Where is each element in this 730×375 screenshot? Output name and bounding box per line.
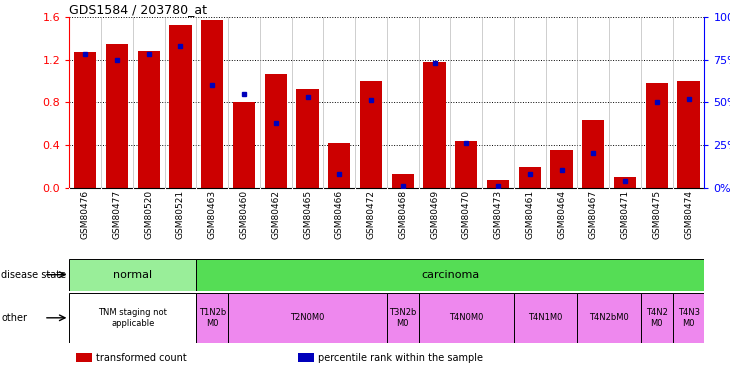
Text: GSM80467: GSM80467 [589,190,598,239]
Bar [298,353,314,362]
Text: GSM80477: GSM80477 [112,190,121,239]
Text: GSM80469: GSM80469 [430,190,439,239]
Text: T4N0M0: T4N0M0 [449,313,483,322]
Bar [672,292,704,343]
Bar [196,292,228,343]
Text: T2N0M0: T2N0M0 [291,313,325,322]
Text: percentile rank within the sample: percentile rank within the sample [318,352,483,363]
Text: T4N2bM0: T4N2bM0 [589,313,629,322]
Text: GSM80466: GSM80466 [335,190,344,239]
Bar [74,52,96,188]
Text: carcinoma: carcinoma [421,270,480,280]
Bar [577,292,641,343]
Text: transformed count: transformed count [96,352,187,363]
Bar [265,75,287,188]
Text: GSM80520: GSM80520 [145,190,153,239]
Bar [614,177,636,188]
Bar [456,141,477,188]
Text: GSM80521: GSM80521 [176,190,185,239]
Bar [387,292,419,343]
Text: GSM80476: GSM80476 [81,190,90,239]
Bar [360,81,382,188]
Bar [233,102,255,188]
Text: TNM staging not
applicable: TNM staging not applicable [99,308,167,327]
Text: disease state: disease state [1,270,66,280]
Text: GSM80465: GSM80465 [303,190,312,239]
Bar [677,81,699,188]
Text: T4N3
M0: T4N3 M0 [677,308,699,327]
Text: T4N2
M0: T4N2 M0 [646,308,668,327]
Bar [423,62,445,188]
Text: GSM80463: GSM80463 [208,190,217,239]
Bar [201,20,223,188]
Bar [419,292,514,343]
Text: GSM80464: GSM80464 [557,190,566,238]
Bar [550,150,572,188]
Text: GSM80468: GSM80468 [399,190,407,239]
Text: T3N2b
M0: T3N2b M0 [389,308,416,327]
Text: T4N1M0: T4N1M0 [529,313,563,322]
Bar [296,89,318,188]
Bar [228,292,387,343]
Bar [328,143,350,188]
Text: normal: normal [113,270,153,280]
Text: GSM80470: GSM80470 [462,190,471,239]
Text: GSM80460: GSM80460 [239,190,248,239]
Text: GSM80474: GSM80474 [684,190,693,238]
Text: GSM80461: GSM80461 [526,190,534,239]
Text: GSM80471: GSM80471 [620,190,629,239]
Text: GSM80475: GSM80475 [653,190,661,239]
Text: GSM80473: GSM80473 [493,190,502,239]
Text: other: other [1,313,28,323]
Bar [138,51,160,188]
Bar [583,120,604,188]
Text: GDS1584 / 203780_at: GDS1584 / 203780_at [69,3,207,16]
Bar [76,353,91,362]
Bar [169,26,191,188]
Text: GSM80462: GSM80462 [272,190,280,238]
Bar [514,292,577,343]
Bar [641,292,672,343]
Bar [106,44,128,188]
Bar [392,174,414,188]
Bar [487,180,509,188]
Text: GSM80472: GSM80472 [366,190,375,238]
Text: T1N2b
M0: T1N2b M0 [199,308,226,327]
Bar [519,167,541,188]
Bar [69,259,196,291]
Bar [646,83,668,188]
Bar [69,292,196,343]
Bar [196,259,704,291]
